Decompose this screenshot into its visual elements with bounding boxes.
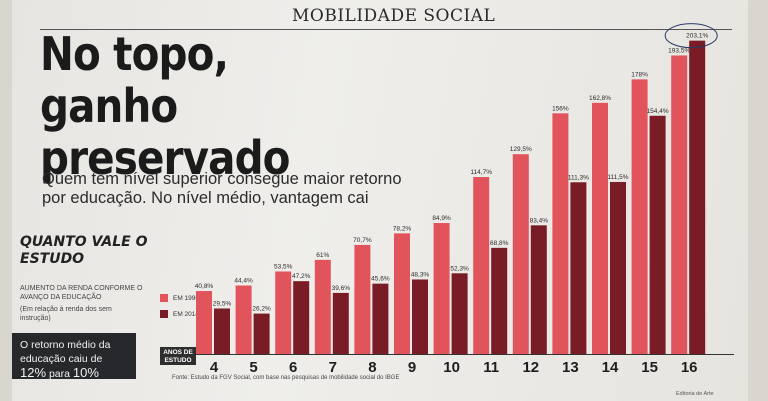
data-label-1996-7: 61% (316, 252, 329, 259)
data-label-2014-15: 154,4% (647, 108, 669, 115)
x-axis-title: ANOS DE ESTUDO (160, 347, 196, 365)
legend-swatch-2014 (160, 310, 168, 318)
bar-2014-13 (570, 182, 587, 354)
bar-1996-9 (394, 233, 410, 354)
data-label-1996-9: 78,2% (393, 225, 412, 232)
credit-note: Editoria de Arte (676, 391, 714, 397)
subtitle: Quem tem nível superior consegue maior r… (42, 170, 402, 207)
legend-swatch-1996 (160, 294, 168, 302)
data-label-1996-8: 70,7% (353, 237, 372, 244)
x-tick-4: 4 (210, 359, 219, 376)
callout-from-value: 12% (20, 365, 47, 380)
bar-2014-16 (689, 40, 706, 354)
sidebar-note: (Em relação à renda dos sem instrução) (20, 306, 112, 322)
bar-2014-6 (293, 281, 310, 354)
chart-legend: EM 1996 EM 2014 (160, 290, 199, 322)
bar-1996-15 (631, 79, 648, 354)
bar-2014-5 (253, 313, 270, 354)
bar-1996-13 (552, 113, 569, 354)
x-tick-5: 5 (249, 359, 257, 376)
section-rule (40, 29, 732, 30)
data-label-1996-14: 162,8% (589, 95, 611, 102)
bar-2014-12 (530, 225, 547, 354)
data-label-1996-11: 114,7% (470, 169, 492, 176)
data-label-1996-12: 129,5% (510, 146, 532, 153)
callout-text: O retorno médio da educação caiu de (20, 339, 111, 365)
data-label-2014-7: 39,6% (332, 285, 351, 292)
bar-2014-14 (610, 181, 626, 354)
bar-1996-6 (275, 271, 292, 354)
sidebar-title: QUANTO VALE O ESTUDO (20, 234, 148, 267)
callout-middle: para (46, 368, 73, 380)
callout-box: O retorno médio da educação caiu de 12% … (12, 333, 136, 380)
data-label-2014-12: 83,4% (530, 217, 549, 224)
data-label-2014-11: 68,8% (490, 240, 509, 247)
x-tick-10: 10 (443, 359, 460, 376)
legend-item-2014: EM 2014 (160, 306, 199, 322)
legend-label-1996: EM 1996 (173, 294, 200, 302)
x-tick-13: 13 (562, 359, 579, 376)
section-title: MOBILIDADE SOCIAL (292, 6, 496, 26)
data-label-1996-6: 53,5% (274, 263, 293, 270)
data-label-2014-4: 29,5% (213, 300, 232, 307)
data-label-1996-16: 193,5% (668, 47, 690, 54)
bar-1996-8 (354, 244, 371, 354)
data-label-2014-13: 111,3% (568, 174, 589, 181)
bar-1996-12 (512, 154, 529, 354)
sidebar-description: AUMENTO DA RENDA CONFORME O AVANÇO DA ED… (20, 285, 143, 301)
data-label-1996-13: 156% (552, 105, 569, 112)
highlight-circle (664, 23, 718, 49)
x-tick-6: 6 (289, 359, 297, 376)
x-tick-16: 16 (681, 359, 698, 376)
x-tick-11: 11 (483, 359, 499, 376)
headline: No topo, ganho preservado (40, 27, 290, 185)
legend-label-2014: EM 2014 (173, 310, 200, 318)
x-tick-9: 9 (408, 359, 416, 376)
bar-2014-4 (214, 308, 230, 354)
data-label-2014-10: 52,3% (450, 265, 469, 272)
x-tick-7: 7 (329, 359, 337, 376)
bar-1996-10 (433, 223, 450, 354)
x-tick-8: 8 (368, 359, 376, 376)
data-label-2014-16: 203,1% (686, 33, 708, 40)
bar-1996-11 (473, 177, 490, 354)
bar-1996-4 (196, 291, 212, 354)
bar-2014-15 (649, 115, 666, 354)
data-label-2014-8: 45,6% (371, 276, 390, 283)
x-tick-14: 14 (602, 359, 619, 376)
bar-2014-11 (491, 247, 508, 354)
x-axis-line (160, 354, 734, 355)
bar-1996-7 (314, 259, 331, 354)
data-label-1996-15: 178% (631, 71, 648, 78)
data-label-2014-14: 111,5% (607, 174, 628, 181)
bar-1996-5 (235, 285, 252, 354)
bar-2014-10 (451, 273, 468, 354)
bar-2014-8 (372, 283, 389, 354)
x-tick-12: 12 (522, 359, 539, 376)
bar-2014-7 (332, 292, 349, 354)
source-note: Fonte: Estudo da FGV Social, com base na… (172, 375, 400, 381)
data-label-1996-10: 84,9% (432, 215, 451, 222)
bar-1996-14 (592, 102, 608, 354)
data-label-2014-9: 48,3% (411, 271, 430, 278)
data-label-1996-4: 40,8% (195, 283, 214, 290)
legend-item-1996: EM 1996 (160, 290, 199, 306)
data-label-1996-5: 44,4% (234, 277, 253, 284)
bar-1996-16 (671, 55, 688, 354)
data-label-2014-6: 47,2% (292, 273, 311, 280)
data-label-2014-5: 26,2% (252, 306, 271, 313)
callout-to-value: 10% (72, 365, 99, 380)
x-tick-15: 15 (641, 359, 658, 376)
bar-2014-9 (412, 279, 428, 354)
